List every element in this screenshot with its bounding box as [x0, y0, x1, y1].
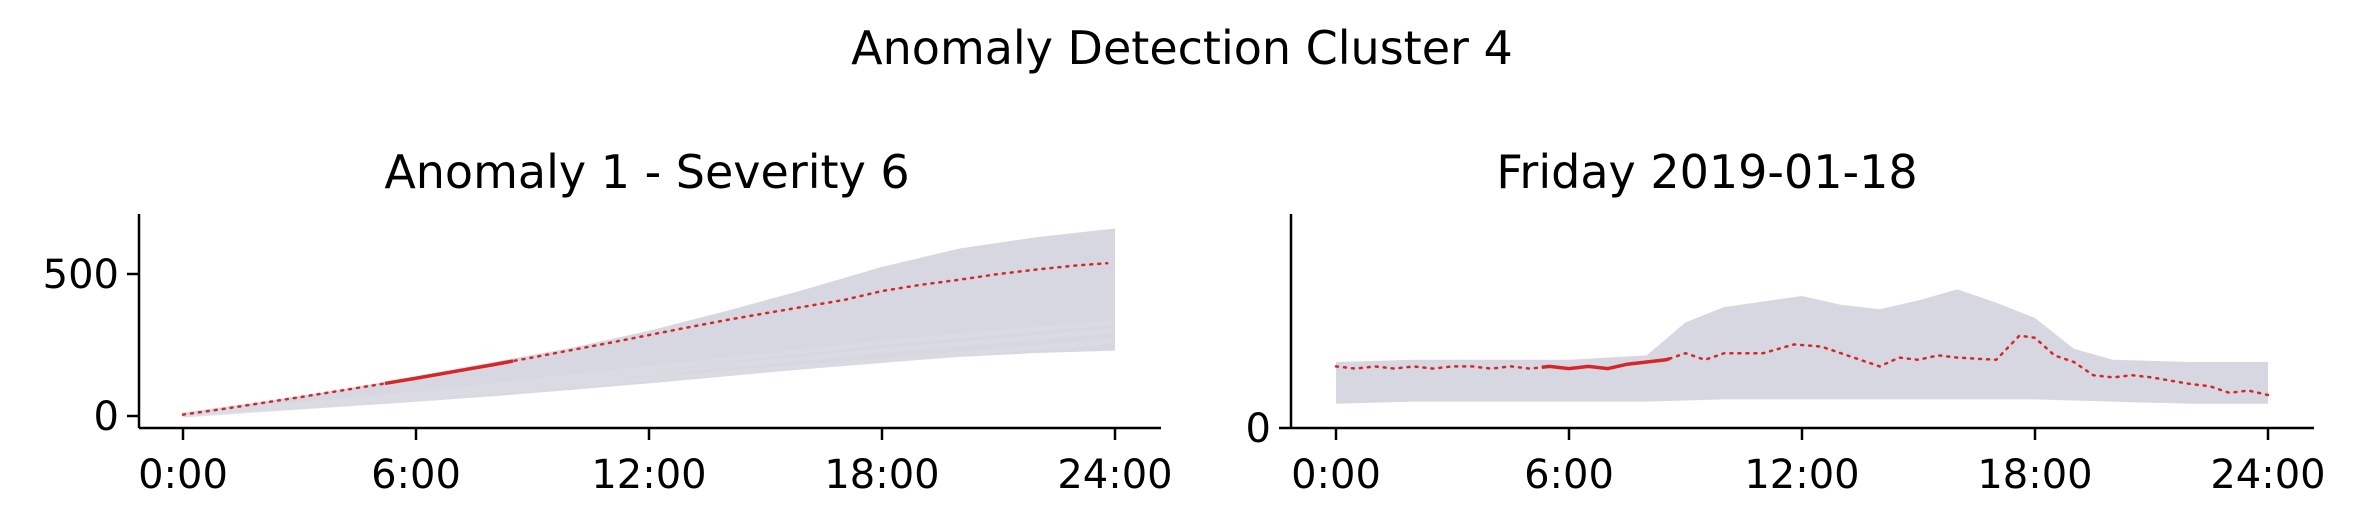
forecast-line: [181, 261, 1109, 416]
x-tick-label: 24:00: [1057, 452, 1172, 498]
history-line: [182, 319, 1116, 418]
history-band-area: [1336, 289, 2268, 404]
x-tick-label: 18:00: [824, 452, 939, 498]
history-band: [1336, 289, 2268, 404]
y-tick-label: 0: [1246, 406, 1271, 452]
day-panel: Friday 2019-01-18 0:00 6:00 12:00 18:00 24:0…: [1246, 145, 2326, 498]
x-tick-label: 6:00: [371, 452, 461, 498]
axes: 0:00 6:00 12:00 18:00 24:00 0: [1246, 214, 2326, 498]
observed-line: [1541, 356, 1671, 371]
x-tick-label: 24:00: [2210, 452, 2325, 498]
x-tick-label: 0:00: [1291, 452, 1381, 498]
observed-line: [384, 359, 514, 386]
x-tick-label: 6:00: [1524, 452, 1614, 498]
anomaly-series: [1334, 334, 2270, 397]
y-tick-label: 0: [94, 394, 119, 440]
forecast-line: [1334, 334, 2270, 397]
panel-title: Friday 2019-01-18: [1496, 145, 1917, 199]
anomaly-panel: Anomaly 1 - Severity 6 0:00 6:00 12:00 18:0…: [43, 145, 1173, 498]
anomaly-series: [181, 261, 1109, 416]
panel-title: Anomaly 1 - Severity 6: [384, 145, 909, 199]
x-tick-label: 12:00: [591, 452, 706, 498]
y-tick-label: 500: [43, 252, 119, 298]
history-faint-lines: [182, 319, 1116, 418]
history-band-area: [183, 228, 1115, 416]
figure-title: Anomaly Detection Cluster 4: [851, 21, 1513, 75]
x-tick-label: 12:00: [1744, 452, 1859, 498]
x-tick-label: 0:00: [138, 452, 228, 498]
axes: 0:00 6:00 12:00 18:00 24:00 0 500: [43, 214, 1173, 498]
x-tick-label: 18:00: [1977, 452, 2092, 498]
history-band: [183, 228, 1115, 416]
